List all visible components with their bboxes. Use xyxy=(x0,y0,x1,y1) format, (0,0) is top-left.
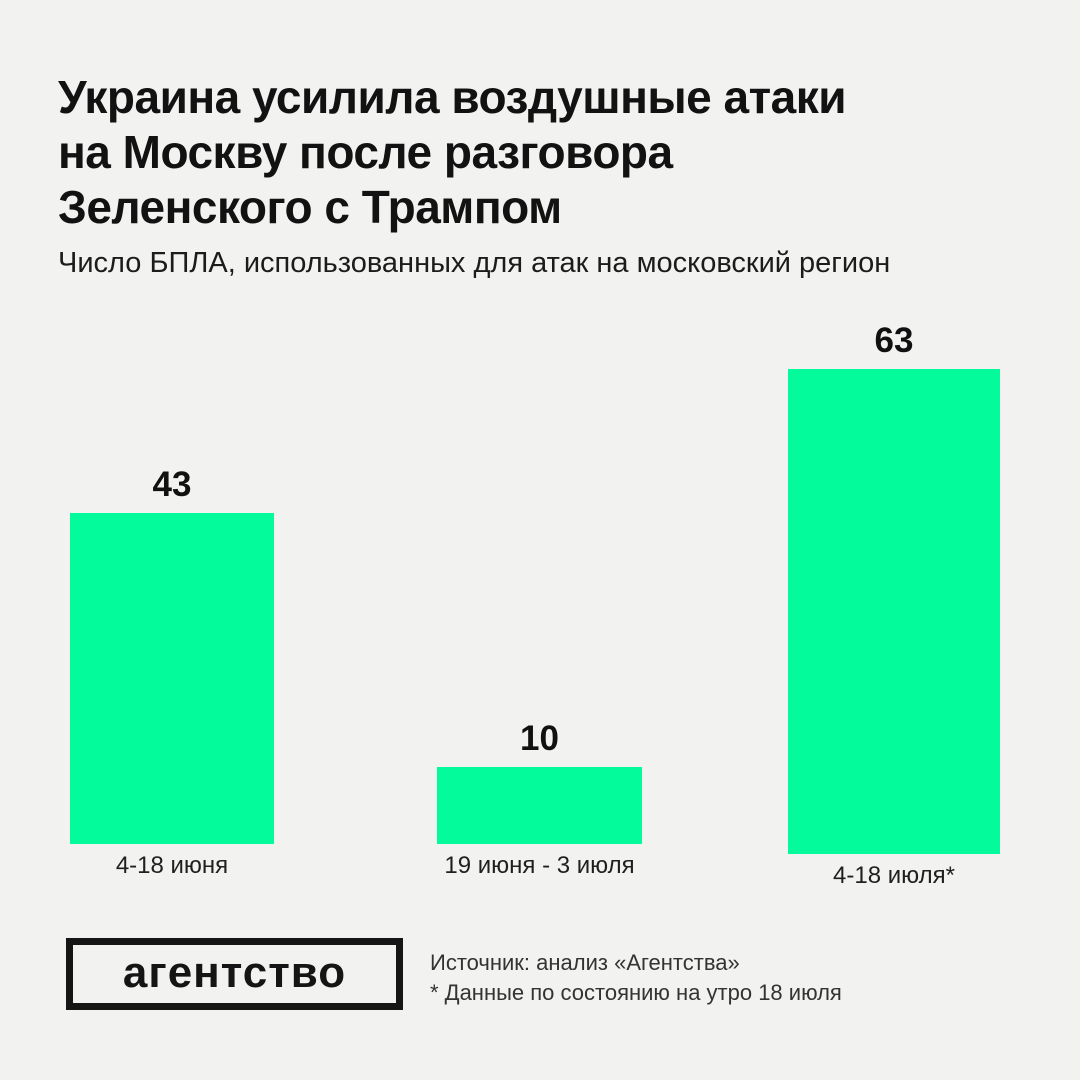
agentstvo-logo-text: агентство xyxy=(122,948,347,997)
bar-value-label: 43 xyxy=(152,465,192,504)
chart-subtitle: Число БПЛА, использованных для атак на м… xyxy=(58,247,891,279)
bar-category-label: 19 июня - 3 июля xyxy=(444,852,635,879)
bar-value-label: 63 xyxy=(874,321,914,360)
bar-value-label: 10 xyxy=(520,719,559,758)
bar-june-19-july-3 xyxy=(437,767,642,844)
bar-category-label: 4-18 июля* xyxy=(833,862,955,889)
source-block: Источник: анализ «Агентства» * Данные по… xyxy=(430,948,842,1008)
bar-june-4-18 xyxy=(70,513,274,844)
source-line: Источник: анализ «Агентства» xyxy=(430,950,740,975)
bar-category-label: 4-18 июня xyxy=(115,852,229,879)
footnote-line: * Данные по состоянию на утро 18 июля xyxy=(430,980,842,1005)
bar-column-june-19-july-3: 10 19 июня - 3 июля xyxy=(437,719,642,879)
title-line-3: Зеленского с Трампом xyxy=(58,181,562,233)
title-line-1: Украина усилила воздушные атаки xyxy=(58,71,847,123)
bar-column-july-4-18: 63 4-18 июля* xyxy=(788,321,1000,889)
agentstvo-logo: агентство xyxy=(66,938,403,1010)
title-line-2: на Москву после разговора xyxy=(58,126,673,178)
bar-column-june-4-18: 43 4-18 июня xyxy=(70,465,274,879)
page-title: Украина усилила воздушные атаки на Москв… xyxy=(58,70,847,235)
bar-july-4-18 xyxy=(788,369,1000,854)
